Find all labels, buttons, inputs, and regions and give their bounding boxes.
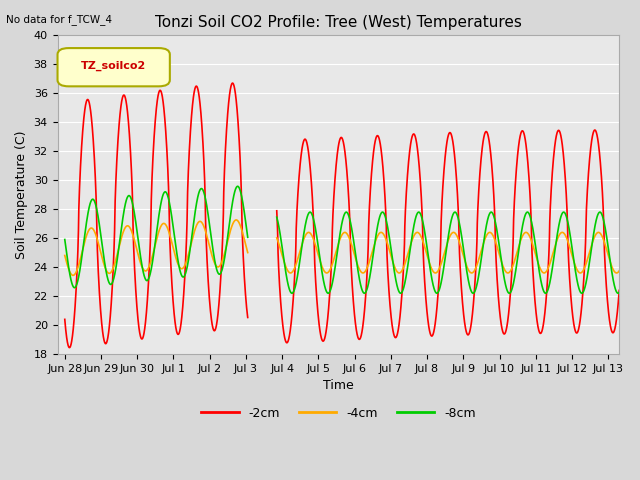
Line: -4cm: -4cm [65, 220, 627, 276]
-2cm [61, 316, 68, 322]
-4cm [612, 270, 620, 276]
-2cm [612, 323, 620, 329]
-8cm [623, 255, 630, 261]
Text: No data for f_TCW_4: No data for f_TCW_4 [6, 14, 113, 25]
-4cm [623, 247, 630, 253]
-4cm [61, 252, 68, 258]
-8cm [276, 232, 284, 238]
-2cm [125, 124, 132, 130]
-2cm [301, 136, 308, 142]
-2cm [276, 294, 284, 300]
-2cm [623, 151, 630, 156]
FancyBboxPatch shape [58, 48, 170, 86]
-4cm [551, 243, 559, 249]
-8cm [612, 287, 620, 292]
Line: -2cm: -2cm [65, 83, 627, 348]
-4cm [276, 246, 284, 252]
Title: Tonzi Soil CO2 Profile: Tree (West) Temperatures: Tonzi Soil CO2 Profile: Tree (West) Temp… [155, 15, 522, 30]
-2cm [551, 141, 559, 147]
-4cm [301, 234, 308, 240]
Y-axis label: Soil Temperature (C): Soil Temperature (C) [15, 131, 28, 259]
X-axis label: Time: Time [323, 379, 354, 392]
-8cm [125, 193, 132, 199]
-2cm [158, 93, 166, 98]
Text: TZ_soilco2: TZ_soilco2 [81, 60, 147, 71]
-8cm [301, 226, 308, 231]
-4cm [125, 224, 132, 229]
-4cm [158, 221, 166, 227]
Line: -8cm: -8cm [65, 186, 627, 293]
-8cm [551, 247, 559, 253]
Legend: -2cm, -4cm, -8cm: -2cm, -4cm, -8cm [196, 402, 481, 425]
-8cm [158, 195, 166, 201]
-8cm [61, 237, 68, 242]
